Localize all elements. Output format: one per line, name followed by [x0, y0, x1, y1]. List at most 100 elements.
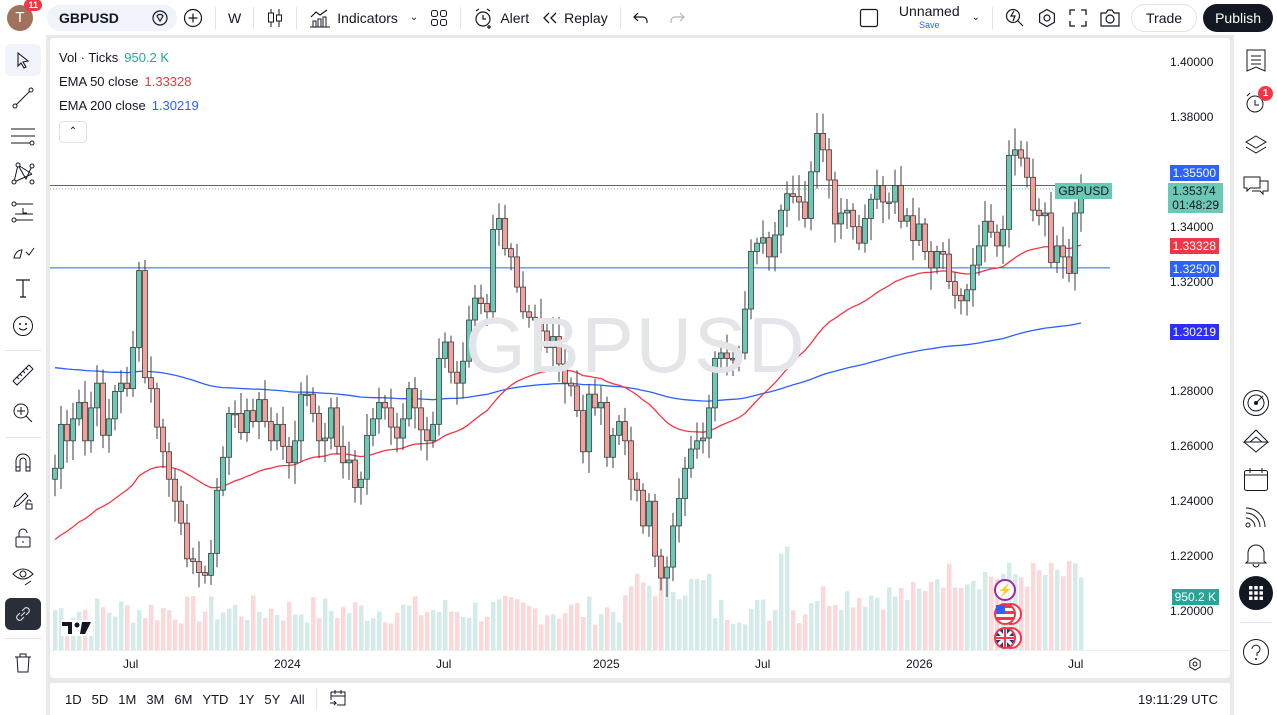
divider [1240, 622, 1271, 623]
indicators-icon [309, 8, 331, 28]
range-all[interactable]: All [290, 691, 305, 707]
lightning-icon: ⚡ [997, 583, 1013, 597]
layout-name-button[interactable]: Unnamed Save [898, 2, 960, 30]
trend-line-icon [11, 86, 35, 110]
notification-badge: 11 [24, 0, 42, 11]
eye-icon [11, 564, 35, 588]
event-marker-us[interactable] [994, 603, 1022, 625]
indicators-button[interactable]: Indicators ⌄ [303, 4, 424, 32]
layers-icon [1244, 134, 1268, 156]
remove-drawings-tool[interactable] [5, 647, 41, 679]
magnet-icon [12, 451, 34, 473]
range-5y[interactable]: 5Y [264, 691, 281, 707]
text-tool[interactable] [5, 272, 41, 304]
range-3m[interactable]: 3M [146, 691, 165, 707]
screener-button[interactable] [1234, 384, 1277, 422]
symbol-name: GBPUSD [59, 9, 119, 26]
price-tick: 1.22000 [1170, 549, 1214, 563]
legend-volume[interactable]: Vol · Ticks 950.2 K [59, 50, 170, 65]
event-marker-uk[interactable] [994, 627, 1022, 649]
plus-circle-icon [183, 8, 203, 28]
quick-search-button[interactable] [999, 4, 1031, 32]
measure-tool[interactable] [5, 359, 41, 391]
range-1m[interactable]: 1M [118, 691, 137, 707]
grid-icon [430, 9, 448, 27]
range-1d[interactable]: 1D [65, 691, 82, 707]
alert-button[interactable]: Alert [467, 4, 535, 32]
gear-icon [1037, 8, 1057, 28]
products-button[interactable] [1234, 574, 1277, 612]
undo-button[interactable] [627, 4, 655, 32]
watchlist-button[interactable] [1234, 42, 1277, 80]
layout-menu-button[interactable]: ⌄ [966, 4, 986, 32]
us-flag-icon [994, 603, 1016, 625]
divider [315, 688, 317, 710]
streams-button[interactable] [1234, 498, 1277, 536]
brush-tool[interactable] [5, 234, 41, 266]
chart-pane[interactable]: GBPUSD Vol · Ticks 950.2 K EMA 50 close 1.… [50, 38, 1230, 678]
chevron-down-icon: ⌄ [409, 12, 419, 23]
ideas-button[interactable] [1234, 422, 1277, 460]
calendar-arrow-icon [328, 688, 348, 708]
legend-ema200[interactable]: EMA 200 close 1.30219 [59, 98, 199, 113]
symbol-price-tag: GBPUSD [1055, 183, 1112, 199]
layout-checkbox[interactable] [853, 4, 885, 32]
lock-all-tool[interactable] [5, 522, 41, 554]
object-tree-button[interactable] [1234, 126, 1277, 164]
event-marker-earnings[interactable]: ⚡ [994, 579, 1016, 601]
smiley-icon [12, 315, 34, 337]
diamond-icon[interactable] [151, 9, 169, 27]
hide-drawings-tool[interactable] [5, 560, 41, 592]
tradingview-logo[interactable] [61, 620, 93, 641]
sync-drawings-tool[interactable] [5, 598, 41, 630]
help-button[interactable] [1234, 633, 1277, 671]
range-ytd[interactable]: YTD [202, 691, 229, 707]
go-to-date-button[interactable] [323, 688, 353, 711]
range-6m[interactable]: 6M [174, 691, 193, 707]
ema50-price-label: 1.33328 [1169, 238, 1219, 254]
replay-button[interactable]: Replay [535, 4, 614, 32]
trade-button[interactable]: Trade [1131, 3, 1198, 32]
redo-icon [669, 11, 685, 25]
templates-button[interactable] [424, 4, 454, 32]
emoji-tool[interactable] [5, 310, 41, 342]
cursor-tool[interactable] [5, 44, 41, 76]
publish-button[interactable]: Publish [1203, 3, 1273, 32]
collapse-legend-button[interactable]: ⌃ [59, 121, 87, 143]
divider [992, 6, 994, 29]
lock-drawing-tool[interactable] [5, 484, 41, 516]
price-tick: 1.28000 [1170, 384, 1214, 398]
fullscreen-button[interactable] [1063, 4, 1093, 32]
axis-settings-button[interactable] [1188, 657, 1202, 676]
time-tick: 2024 [274, 657, 301, 671]
trash-icon [13, 652, 33, 674]
magnet-tool[interactable] [5, 446, 41, 478]
range-5d[interactable]: 5D [91, 691, 109, 707]
fib-tool[interactable] [5, 196, 41, 228]
legend-ema50[interactable]: EMA 50 close 1.33328 [59, 74, 192, 89]
calendar-button[interactable] [1234, 460, 1277, 498]
price-tick: 1.34000 [1170, 220, 1214, 234]
candles-icon [266, 8, 284, 28]
screenshot-button[interactable] [1093, 4, 1127, 32]
notifications-button[interactable] [1234, 536, 1277, 574]
pattern-tool[interactable] [5, 158, 41, 190]
compare-button[interactable] [177, 4, 209, 32]
divider [460, 6, 462, 29]
zoom-tool[interactable] [5, 397, 41, 429]
chart-type-button[interactable] [260, 4, 290, 32]
chats-button[interactable] [1234, 168, 1277, 206]
symbol-search[interactable]: GBPUSD [47, 4, 177, 31]
avatar[interactable]: T 11 [7, 0, 42, 31]
range-1y[interactable]: 1Y [238, 691, 255, 707]
horizontal-lines-tool[interactable] [5, 120, 41, 152]
settings-button[interactable] [1031, 4, 1063, 32]
alarm-clock-icon [473, 7, 495, 29]
alerts-button[interactable]: 1 [1234, 84, 1277, 122]
clock[interactable]: 19:11:29 UTC [1138, 691, 1218, 707]
redo-button[interactable] [663, 4, 691, 32]
price-tick: 1.20000 [1170, 604, 1214, 618]
interval-button[interactable]: W [228, 9, 242, 26]
price-tick: 1.40000 [1170, 55, 1214, 69]
trend-line-tool[interactable] [5, 82, 41, 114]
